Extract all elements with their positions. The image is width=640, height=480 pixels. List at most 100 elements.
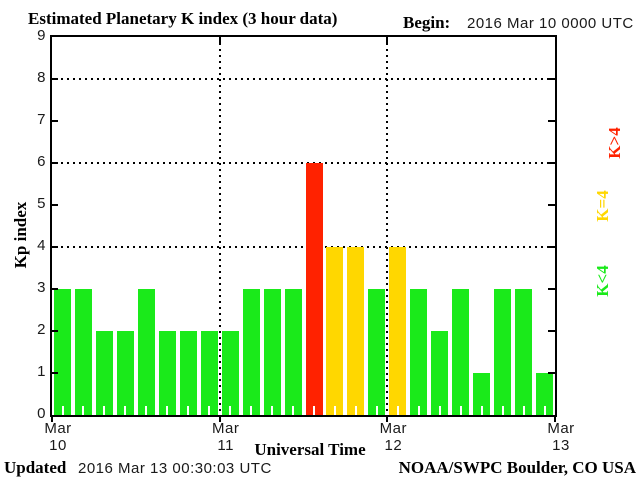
axis-tick-notch	[166, 406, 169, 415]
plot-area	[50, 35, 557, 417]
updated-label: Updated	[4, 458, 67, 477]
y-tick-label: 1	[37, 363, 46, 380]
y-tick	[52, 204, 58, 206]
x-axis-title: Universal Time	[254, 440, 366, 459]
axis-tick-notch	[333, 406, 336, 415]
day-tick	[51, 417, 53, 422]
y-tick-label: 7	[37, 111, 46, 128]
kp-bar	[473, 373, 491, 415]
axis-tick-notch	[292, 406, 295, 415]
kp-bar	[158, 331, 176, 415]
kp-bar	[95, 331, 113, 415]
gridline-y-8	[55, 78, 552, 80]
axis-tick-notch	[417, 406, 420, 415]
axis-tick-notch	[208, 406, 211, 415]
kp-bar	[116, 331, 134, 415]
y-tick	[52, 372, 58, 374]
kp-bar	[515, 289, 533, 415]
y-tick-label: 9	[37, 27, 46, 44]
kp-bar	[326, 247, 344, 415]
axis-tick-notch	[229, 406, 232, 415]
kp-bar	[410, 289, 428, 415]
legend-label-k-lt-4: K<4	[593, 265, 612, 297]
kp-bar	[263, 289, 281, 415]
x-day-label: Mar 13	[547, 420, 575, 454]
kp-bar	[179, 331, 197, 415]
x-day-label: Mar 11	[211, 420, 240, 454]
axis-tick-notch	[250, 406, 253, 415]
kp-bar	[389, 247, 407, 415]
kp-bar	[536, 373, 554, 415]
axis-tick-notch	[438, 406, 441, 415]
gridline-y-4	[55, 246, 552, 248]
kp-bar	[347, 247, 365, 415]
y-tick	[52, 288, 58, 290]
y-tick-label: 5	[37, 195, 46, 212]
axis-tick-notch	[313, 406, 315, 415]
axis-tick-notch	[61, 406, 64, 415]
y-tick	[52, 78, 58, 80]
y-tick	[548, 372, 555, 374]
axis-tick-notch	[375, 406, 378, 415]
axis-tick-notch	[543, 406, 546, 415]
kp-bar	[368, 289, 386, 415]
y-tick-label: 8	[37, 69, 46, 86]
y-tick-label: 0	[37, 405, 46, 422]
axis-tick-notch	[459, 406, 462, 415]
credit-text: NOAA/SWPC Boulder, CO USA	[398, 458, 636, 477]
axis-tick-notch	[396, 406, 399, 415]
kp-bar	[494, 289, 512, 415]
kp-bar	[284, 289, 302, 415]
y-tick-label: 6	[37, 153, 46, 170]
y-tick	[548, 246, 555, 248]
begin-value: 2016 Mar 10 0000 UTC	[467, 15, 634, 32]
kp-bar	[305, 163, 323, 415]
begin-label: Begin:	[403, 13, 451, 32]
y-tick	[548, 162, 555, 164]
top-tick	[386, 37, 389, 44]
top-tick	[218, 37, 221, 44]
day-tick	[218, 417, 221, 422]
chart-title: Estimated Planetary K index (3 hour data…	[28, 9, 338, 28]
kp-bar	[200, 331, 218, 415]
axis-tick-notch	[354, 406, 357, 415]
axis-tick-notch	[103, 406, 106, 415]
day-gridline-mar-11	[218, 37, 221, 415]
y-tick	[52, 246, 58, 248]
axis-tick-notch	[522, 406, 525, 415]
y-tick	[548, 330, 555, 332]
axis-tick-notch	[187, 406, 190, 415]
axis-tick-notch	[145, 406, 148, 415]
y-tick-label: 3	[37, 279, 46, 296]
y-tick	[548, 120, 555, 122]
legend-label-k-eq-4: K=4	[593, 190, 612, 222]
kp-bar	[137, 289, 155, 415]
y-tick	[548, 288, 555, 290]
day-gridline-mar-12	[386, 37, 389, 415]
y-tick	[52, 330, 58, 332]
day-tick	[386, 417, 389, 422]
y-tick	[548, 204, 555, 206]
axis-tick-notch	[82, 406, 85, 415]
kp-bar	[431, 331, 449, 415]
kp-bar	[452, 289, 470, 415]
axis-tick-notch	[501, 406, 504, 415]
y-tick-label: 4	[37, 237, 46, 254]
x-day-label: Mar 12	[379, 420, 407, 454]
legend-label-k-gt-4: K>4	[605, 127, 624, 159]
y-tick	[52, 162, 58, 164]
x-day-label: Mar 10	[44, 420, 72, 454]
kp-bar	[74, 289, 92, 415]
gridline-y-6	[55, 162, 552, 164]
kp-bar	[242, 289, 260, 415]
y-tick	[548, 78, 555, 80]
axis-tick-notch	[124, 406, 127, 415]
y-tick-label: 2	[37, 321, 46, 338]
axis-tick-notch	[480, 406, 483, 415]
kp-bar	[54, 289, 71, 415]
updated-value: 2016 Mar 13 00:30:03 UTC	[78, 460, 272, 477]
day-tick	[554, 417, 556, 422]
axis-tick-notch	[271, 406, 274, 415]
kp-bar	[221, 331, 239, 415]
